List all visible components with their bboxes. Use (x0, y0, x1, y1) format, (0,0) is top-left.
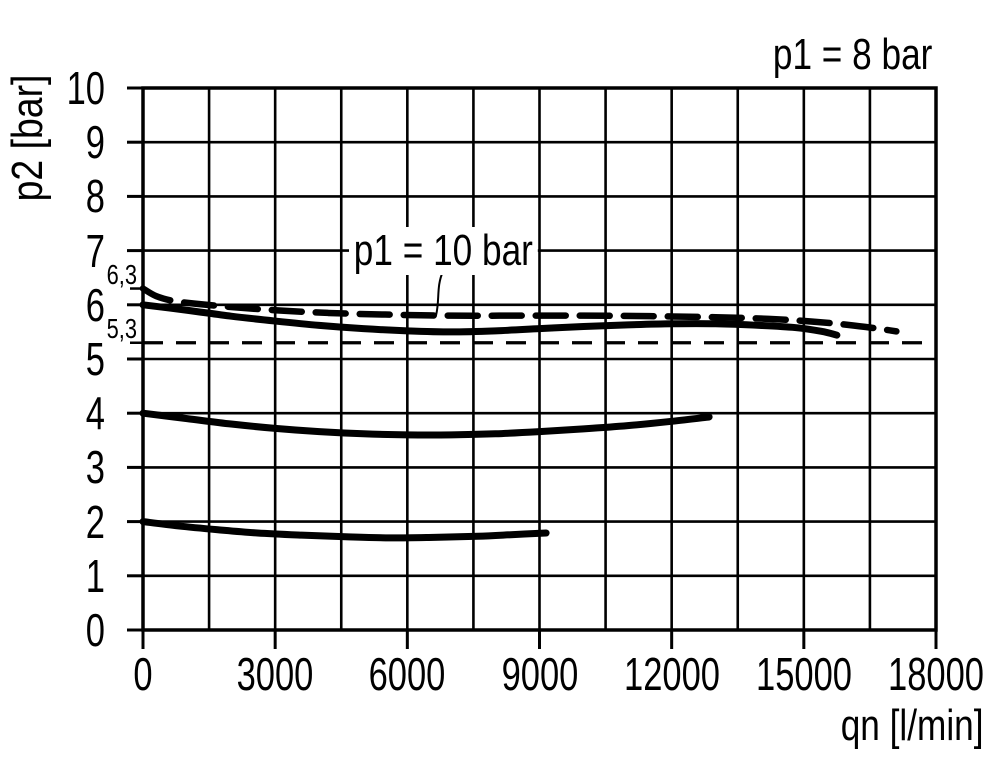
x-tick-label: 9000 (501, 648, 579, 700)
y-tick-label: 10 (66, 62, 105, 114)
x-tick-label: 3000 (236, 648, 314, 700)
x-axis-title: qn [l/min] (841, 701, 984, 750)
y-marker-label-5-3: 5,3 (106, 313, 137, 344)
y-tick-label: 1 (85, 550, 105, 602)
annotation-p1-10bar: p1 = 10 bar (349, 227, 538, 275)
x-tick-label: 0 (133, 648, 153, 700)
y-tick-label: 8 (85, 170, 105, 222)
x-tick-label: 12000 (624, 648, 720, 700)
y-tick-label: 9 (85, 116, 105, 168)
annotation-p1-8bar: p1 = 8 bar (772, 30, 933, 79)
y-tick-label: 5 (85, 333, 105, 385)
y-tick-label: 4 (85, 387, 105, 439)
y-tick-label: 6 (85, 279, 105, 331)
y-marker-label-6-3: 6,3 (106, 259, 137, 290)
x-tick-label: 18000 (888, 648, 984, 700)
y-tick-label: 2 (85, 496, 105, 548)
y-tick-label: 3 (85, 441, 105, 493)
x-tick-label: 15000 (756, 648, 852, 700)
x-tick-label: 6000 (368, 648, 446, 700)
y-tick-label: 7 (85, 225, 105, 277)
y-tick-label: 0 (85, 604, 105, 656)
